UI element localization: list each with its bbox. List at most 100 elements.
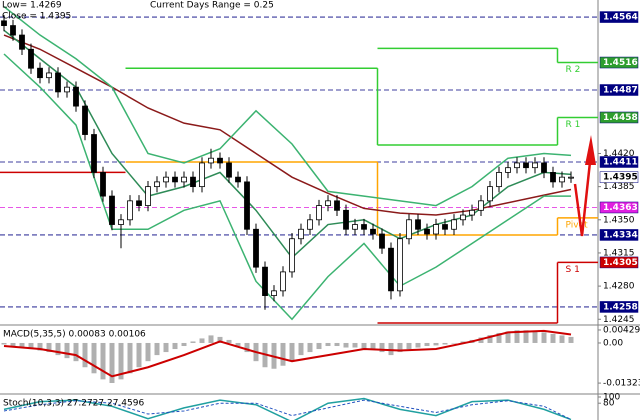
macd-bar (19, 342, 25, 348)
candle-body (145, 186, 151, 206)
macd-bar (109, 342, 115, 383)
candle-body (514, 162, 520, 169)
level-box (599, 156, 639, 168)
candle-body (127, 200, 133, 221)
candle-body (550, 172, 556, 183)
candle-body (46, 72, 52, 79)
candle-body (118, 219, 124, 225)
level-box (599, 171, 639, 183)
candle-body (235, 176, 241, 183)
level-label: 1.4487 (603, 86, 638, 96)
forecast-arrow-head (585, 135, 596, 165)
macd-bar (91, 342, 97, 374)
candle-body (271, 290, 277, 296)
candle-body (298, 228, 304, 240)
macd-bar (280, 342, 286, 366)
macd-bar (289, 342, 295, 362)
level-label: 1.4258 (603, 302, 638, 312)
macd-bar (1, 342, 7, 345)
candle-body (406, 219, 412, 240)
candle-body (253, 228, 259, 268)
macd-bar (379, 342, 385, 353)
candle-body (559, 176, 565, 183)
y-tick-label: 0.00429 (603, 325, 640, 335)
candle-body (415, 219, 421, 230)
macd-bar (73, 342, 79, 362)
candle-body (55, 72, 61, 93)
macd-bar (37, 342, 43, 351)
macd-bar (397, 342, 403, 353)
macd-bar (163, 342, 169, 353)
candle-body (244, 181, 250, 230)
candle-body (361, 224, 367, 230)
indicator-line (3, 329, 572, 378)
pivot-label: R 1 (566, 120, 581, 130)
level-box (599, 111, 639, 124)
macd-bar (100, 342, 106, 380)
level-label: 1.4334 (603, 230, 638, 240)
macd-bar (307, 342, 313, 353)
indicator-line (3, 397, 572, 420)
y-tick-label: 100 (603, 393, 620, 403)
level-box (599, 301, 639, 313)
forecast-arrow (573, 161, 592, 237)
macd-bar (550, 333, 556, 343)
candle-body (397, 238, 403, 292)
candle-body (1, 20, 7, 26)
indicator-line (3, 399, 572, 420)
macd-bar (406, 342, 412, 350)
macd-bar (361, 342, 367, 350)
y-tick-label: 1.4245 (603, 315, 635, 325)
candle-body (10, 25, 16, 36)
indicator-line (3, 53, 571, 321)
macd-bar (127, 342, 133, 374)
candle-body (226, 162, 232, 178)
y-tick-label: 1.4350 (603, 215, 635, 225)
macd-bar (172, 342, 178, 350)
candle-body (523, 162, 529, 169)
candle-body (496, 172, 502, 188)
indicator-line (3, 34, 572, 216)
panel-title: Stoch(10,3,3) 27.2727 27.4596 (3, 399, 144, 409)
candle-body (199, 162, 205, 188)
candle-body (388, 247, 394, 292)
annotation: Close = 1.4395 (2, 12, 71, 22)
pivot-label: S 1 (566, 265, 580, 275)
macd-bar (55, 342, 61, 356)
level-label: 1.4564 (603, 13, 638, 23)
candle-body (64, 86, 70, 93)
candle-body (28, 48, 34, 69)
macd-bar (181, 342, 187, 347)
level-label: 1.4411 (603, 158, 638, 168)
macd-bar (352, 342, 358, 348)
macd-bar (478, 337, 484, 343)
macd-bar (154, 342, 160, 356)
candle-body (568, 176, 574, 179)
level-box (599, 11, 639, 23)
macd-bar (424, 342, 430, 347)
macd-bar (388, 342, 394, 356)
candle-body (532, 162, 538, 169)
candle-body (289, 238, 295, 273)
macd-bar (433, 342, 439, 346)
indicator-line (3, 6, 572, 207)
candle-body (217, 157, 223, 164)
macd-bar (541, 332, 547, 343)
level-box (599, 201, 639, 214)
macd-bar (217, 336, 223, 343)
candle-body (334, 200, 340, 211)
candle-body (109, 195, 115, 225)
candle-body (379, 233, 385, 249)
candle-body (451, 219, 457, 230)
candle-body (280, 271, 286, 292)
macd-bar (208, 335, 214, 343)
macd-bar (334, 342, 340, 347)
pivot-label: R 2 (566, 65, 581, 75)
candle-body (172, 176, 178, 183)
candle-body (316, 205, 322, 221)
y-tick-label: 1.4280 (603, 282, 635, 292)
level-box (599, 229, 639, 241)
